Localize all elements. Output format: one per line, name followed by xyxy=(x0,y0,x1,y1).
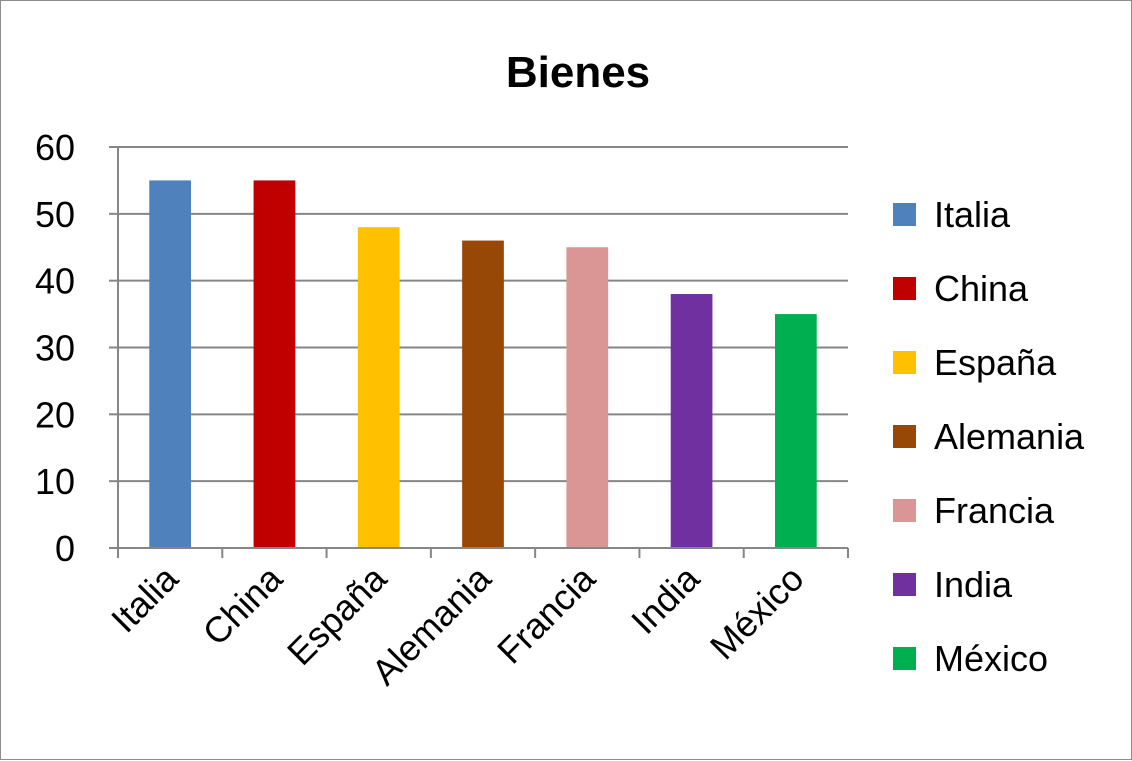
bar-alemania xyxy=(462,240,504,549)
bars xyxy=(149,180,817,549)
bar-china xyxy=(253,180,296,548)
y-tick-label: 60 xyxy=(35,127,75,168)
x-tick-label: Francia xyxy=(489,557,604,672)
y-tick-label: 10 xyxy=(35,461,75,502)
chart-title: Bienes xyxy=(506,48,650,97)
y-tick-label: 0 xyxy=(55,528,75,569)
legend-entry-india: India xyxy=(934,564,1013,605)
legend-swatch xyxy=(893,277,916,300)
legend: Italia China España Alemania Francia India Méx… xyxy=(893,194,1085,679)
legend-entry-españa: España xyxy=(934,342,1057,383)
legend-swatch xyxy=(893,425,916,448)
bar-india xyxy=(670,294,713,548)
legend-swatch xyxy=(893,647,916,670)
legend-entry-francia: Francia xyxy=(934,490,1055,531)
bar-francia xyxy=(566,247,609,548)
bar-españa xyxy=(357,227,400,548)
y-tick-label: 50 xyxy=(35,194,75,235)
bar-italia xyxy=(149,180,191,548)
legend-swatch xyxy=(893,351,916,374)
legend-entry-china: China xyxy=(934,268,1029,309)
bar-méxico xyxy=(775,314,817,548)
legend-swatch xyxy=(893,499,916,522)
x-tick-label: China xyxy=(195,557,291,653)
y-tick-label: 20 xyxy=(35,394,75,435)
x-tick-label: México xyxy=(702,558,812,668)
y-axis-ticks: 0 10 20 30 40 50 60 xyxy=(35,127,118,569)
legend-swatch xyxy=(893,203,916,226)
legend-entry-italia: Italia xyxy=(934,194,1011,235)
legend-swatch xyxy=(893,573,916,596)
legend-entry-alemania: Alemania xyxy=(934,416,1085,457)
y-tick-label: 30 xyxy=(35,328,75,369)
axes xyxy=(117,147,849,558)
x-tick-label: India xyxy=(623,557,708,642)
y-tick-label: 40 xyxy=(35,261,75,302)
legend-entry-méxico: México xyxy=(934,638,1048,679)
x-tick-label: Italia xyxy=(103,557,186,640)
